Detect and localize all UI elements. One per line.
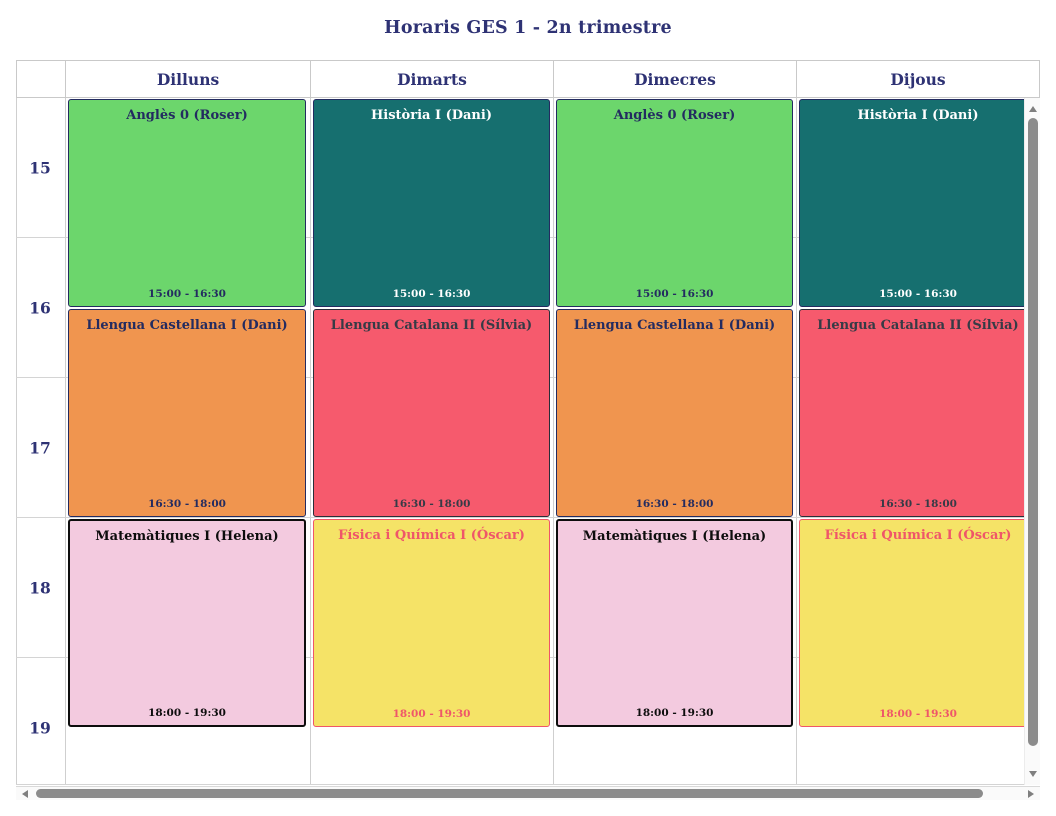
- event-card-angles-dimecres[interactable]: Anglès 0 (Roser) 15:00 - 16:30: [556, 99, 793, 307]
- vertical-scroll-thumb[interactable]: [1028, 118, 1038, 746]
- page-title: Horaris GES 1 - 2n trimestre: [384, 18, 672, 38]
- scroll-left-arrow-icon[interactable]: [22, 790, 28, 798]
- event-title: Matemàtiques I (Helena): [95, 529, 279, 544]
- hour-label-15: 15: [29, 158, 51, 178]
- event-card-historia-dimarts[interactable]: Història I (Dani) 15:00 - 16:30: [313, 99, 550, 307]
- event-title: Història I (Dani): [371, 108, 492, 123]
- event-time: 15:00 - 16:30: [148, 288, 226, 300]
- scroll-down-arrow-icon[interactable]: [1029, 771, 1037, 777]
- event-time: 18:00 - 19:30: [392, 708, 471, 720]
- day-header-row: Dilluns Dimarts Dimecres Dijous: [16, 60, 1040, 98]
- event-card-matematiques-dimecres[interactable]: Matemàtiques I (Helena) 18:00 - 19:30: [556, 519, 793, 727]
- event-card-historia-dijous[interactable]: Història I (Dani) 15:00 - 16:30: [799, 99, 1024, 307]
- hour-label-18: 18: [29, 578, 51, 598]
- event-time: 16:30 - 18:00: [635, 498, 714, 510]
- day-header-dijous: Dijous: [796, 61, 1040, 97]
- scroll-right-arrow-icon[interactable]: [1028, 790, 1034, 798]
- scroll-up-arrow-icon[interactable]: [1029, 106, 1037, 112]
- event-title: Llengua Castellana I (Dani): [573, 318, 776, 333]
- event-title: Anglès 0 (Roser): [126, 108, 248, 123]
- grid-hline: [16, 517, 1024, 518]
- corner-cell: [16, 61, 65, 97]
- event-time: 15:00 - 16:30: [879, 288, 957, 300]
- event-title: Llengua Catalana II (Sílvia): [817, 318, 1019, 333]
- schedule-body: 15 16 17 18 19 Anglès 0 (Roser) 15:00 - …: [16, 98, 1024, 785]
- day-header-dimarts: Dimarts: [310, 61, 553, 97]
- grid-vline: [16, 98, 17, 785]
- event-time: 18:00 - 19:30: [148, 707, 226, 719]
- day-header-dilluns: Dilluns: [65, 61, 310, 97]
- grid-vline: [65, 98, 66, 785]
- event-title: Llengua Castellana I (Dani): [86, 318, 288, 333]
- event-card-matematiques-dilluns[interactable]: Matemàtiques I (Helena) 18:00 - 19:30: [68, 519, 306, 727]
- event-title: Física i Química I (Óscar): [824, 528, 1012, 543]
- event-card-fisica-dijous[interactable]: Física i Química I (Óscar) 18:00 - 19:30: [799, 519, 1024, 727]
- day-header-dimecres: Dimecres: [553, 61, 796, 97]
- event-card-castellana-dimecres[interactable]: Llengua Castellana I (Dani) 16:30 - 18:0…: [556, 309, 793, 517]
- event-time: 16:30 - 18:00: [392, 498, 471, 510]
- event-card-catalana-dijous[interactable]: Llengua Catalana II (Sílvia) 16:30 - 18:…: [799, 309, 1024, 517]
- grid-vline: [796, 98, 797, 785]
- event-title: Llengua Catalana II (Sílvia): [330, 318, 533, 333]
- hour-label-19: 19: [29, 718, 51, 738]
- vertical-scrollbar[interactable]: [1024, 98, 1040, 785]
- horizontal-scrollbar[interactable]: [16, 786, 1040, 800]
- hour-label-16: 16: [29, 298, 51, 318]
- event-time: 18:00 - 19:30: [635, 707, 714, 719]
- event-time: 16:30 - 18:00: [879, 498, 957, 510]
- horizontal-scroll-thumb[interactable]: [36, 789, 983, 798]
- event-title: Anglès 0 (Roser): [613, 108, 736, 123]
- event-card-catalana-dimarts[interactable]: Llengua Catalana II (Sílvia) 16:30 - 18:…: [313, 309, 550, 517]
- event-card-fisica-dimarts[interactable]: Física i Química I (Óscar) 18:00 - 19:30: [313, 519, 550, 727]
- event-card-angles-dilluns[interactable]: Anglès 0 (Roser) 15:00 - 16:30: [68, 99, 306, 307]
- schedule-table: Dilluns Dimarts Dimecres Dijous 15 16 17…: [16, 60, 1040, 800]
- grid-vline: [310, 98, 311, 785]
- event-time: 15:00 - 16:30: [635, 288, 714, 300]
- event-title: Matemàtiques I (Helena): [582, 529, 767, 544]
- event-time: 18:00 - 19:30: [879, 708, 957, 720]
- event-time: 15:00 - 16:30: [392, 288, 471, 300]
- grid-hline: [16, 784, 1024, 785]
- event-card-castellana-dilluns[interactable]: Llengua Castellana I (Dani) 16:30 - 18:0…: [68, 309, 306, 517]
- hour-label-17: 17: [29, 438, 51, 458]
- event-title: Física i Química I (Óscar): [338, 528, 525, 543]
- event-title: Història I (Dani): [857, 108, 979, 123]
- event-time: 16:30 - 18:00: [148, 498, 226, 510]
- grid-vline: [553, 98, 554, 785]
